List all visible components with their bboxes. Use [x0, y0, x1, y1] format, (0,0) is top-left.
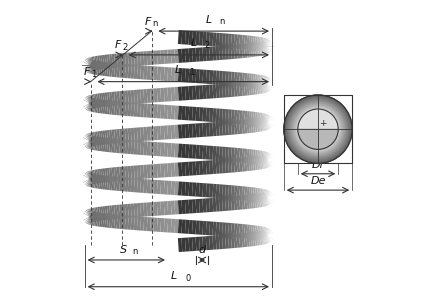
- Circle shape: [292, 104, 343, 155]
- Text: De: De: [310, 176, 326, 186]
- Circle shape: [287, 98, 349, 160]
- Circle shape: [298, 109, 338, 149]
- Circle shape: [292, 103, 344, 155]
- Text: L: L: [175, 65, 181, 75]
- Circle shape: [285, 96, 351, 162]
- Text: L: L: [191, 38, 197, 48]
- Text: L: L: [206, 15, 212, 25]
- Circle shape: [298, 109, 338, 149]
- Circle shape: [293, 104, 343, 154]
- Text: F: F: [84, 67, 90, 77]
- Circle shape: [292, 103, 345, 156]
- Text: d: d: [198, 244, 206, 255]
- Circle shape: [289, 100, 347, 159]
- Circle shape: [295, 106, 341, 152]
- Text: n: n: [132, 248, 138, 256]
- Circle shape: [294, 105, 343, 154]
- Circle shape: [291, 102, 346, 157]
- Circle shape: [289, 100, 347, 158]
- Wedge shape: [298, 129, 338, 149]
- Circle shape: [288, 99, 348, 159]
- Circle shape: [295, 106, 340, 152]
- Text: 2: 2: [122, 43, 128, 52]
- Text: 0: 0: [186, 274, 191, 283]
- Text: 1: 1: [189, 68, 194, 77]
- Text: 2: 2: [204, 41, 210, 50]
- Text: L: L: [171, 272, 177, 281]
- Text: F: F: [115, 40, 121, 50]
- Circle shape: [296, 107, 340, 151]
- Circle shape: [291, 102, 345, 156]
- Circle shape: [284, 95, 352, 164]
- Text: n: n: [219, 17, 224, 26]
- Circle shape: [284, 95, 352, 163]
- Text: 1: 1: [91, 70, 96, 79]
- Text: n: n: [152, 19, 157, 28]
- Circle shape: [286, 98, 350, 161]
- Circle shape: [288, 99, 348, 160]
- Circle shape: [290, 101, 346, 157]
- Circle shape: [284, 95, 352, 164]
- Circle shape: [285, 97, 351, 162]
- Text: S: S: [120, 244, 127, 255]
- Text: Di: Di: [312, 160, 324, 170]
- Circle shape: [286, 97, 350, 161]
- Text: F: F: [144, 17, 151, 27]
- Circle shape: [289, 101, 346, 158]
- Circle shape: [287, 98, 349, 160]
- Circle shape: [298, 109, 339, 150]
- Circle shape: [294, 105, 342, 153]
- Text: +: +: [319, 119, 326, 128]
- Circle shape: [295, 106, 342, 153]
- Circle shape: [297, 108, 339, 150]
- Circle shape: [296, 107, 340, 151]
